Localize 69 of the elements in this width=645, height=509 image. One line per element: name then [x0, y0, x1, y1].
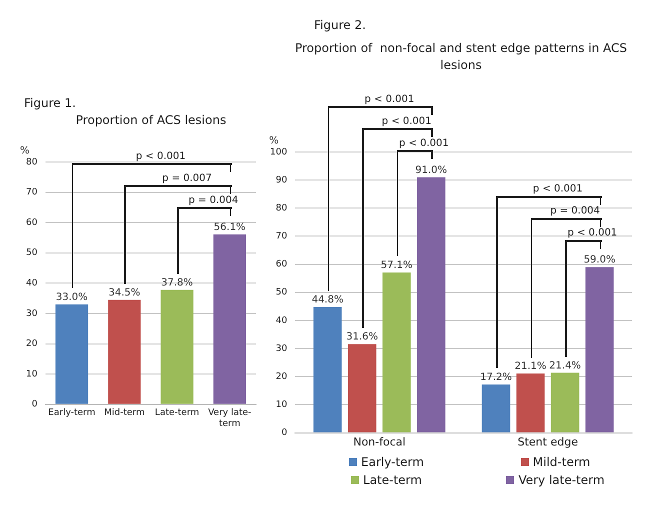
data-label: 44.8%: [312, 294, 344, 306]
bar: [348, 344, 376, 432]
x-tick-label: Very late-term: [208, 408, 252, 429]
data-label: 21.1%: [514, 361, 546, 372]
y-tick-label: 90: [276, 175, 288, 186]
data-label: 56.1%: [214, 222, 246, 234]
y-tick-label: 70: [276, 232, 288, 242]
bar: [160, 290, 194, 404]
bar: [585, 267, 614, 432]
annotation: p = 0.004: [188, 195, 238, 206]
bar: [313, 307, 342, 432]
y-tick-label: 60: [26, 218, 38, 228]
legend-label: Very late-term: [518, 473, 605, 487]
data-label: 91.0%: [415, 164, 448, 176]
y-tick-label: 80: [26, 157, 38, 168]
legend-label: Early-term: [361, 455, 424, 469]
annotation: p = 0.007: [162, 173, 212, 184]
data-label: 37.8%: [161, 277, 193, 288]
text: p < 0.001: [382, 116, 432, 127]
y-tick-label: 30: [276, 344, 288, 354]
bar: [417, 177, 446, 432]
y-tick-label: 80: [276, 204, 288, 214]
y-tick-label: 10: [26, 369, 38, 380]
y-tick-label: 40: [26, 278, 38, 289]
y-tick-label: 50: [276, 288, 288, 298]
y-tick-label: 60: [276, 260, 288, 270]
data-label: 21.4%: [549, 360, 581, 372]
legend-label: Mild-term: [532, 455, 590, 469]
data-label: 17.2%: [480, 372, 512, 384]
bar: [516, 374, 545, 432]
x-tick-label: Non-focal: [353, 435, 406, 448]
annotation: p = 0.004: [550, 206, 600, 217]
text: p < 0.001: [399, 138, 449, 149]
y-tick-label: 0: [32, 400, 38, 410]
legend-label: Late-term: [363, 473, 422, 487]
y-axis-title: %: [20, 146, 30, 157]
data-label: 31.6%: [346, 332, 378, 343]
bar: [55, 304, 88, 404]
bar: [550, 372, 580, 432]
caption: Figure 2.: [314, 18, 366, 32]
y-tick-label: 100: [270, 147, 288, 158]
data-label: 34.5%: [108, 287, 140, 298]
bar: [213, 234, 246, 404]
data-label: 57.1%: [380, 260, 413, 272]
data-label: 59.0%: [584, 254, 616, 266]
x-tick-label: Stent edge: [518, 435, 578, 448]
y-tick-label: 20: [26, 339, 38, 350]
chart-title: Proportion of ACS lesions: [74, 112, 228, 129]
y-tick-label: 10: [276, 400, 288, 410]
bar: [382, 272, 411, 432]
x-tick-label: Mid-term: [104, 408, 145, 418]
annotation: p < 0.001: [567, 228, 618, 239]
chart-title: Proportion of non-focal and stent edge patterns in ACS lesions: [294, 40, 628, 74]
y-tick-label: 20: [276, 372, 288, 382]
text: p < 0.001: [364, 94, 414, 105]
y-tick-label: 30: [26, 308, 38, 319]
data-label: 33.0%: [56, 292, 88, 304]
bar: [108, 300, 141, 404]
bar: [482, 384, 510, 432]
annotation: p < 0.001: [532, 184, 583, 195]
x-tick-label: Late-term: [154, 408, 200, 418]
y-tick-label: 70: [26, 188, 38, 198]
x-tick-label: Early-term: [48, 408, 96, 418]
y-axis-title: %: [269, 136, 279, 147]
y-tick-label: 50: [26, 248, 38, 258]
caption: Figure 1.: [24, 96, 76, 110]
y-tick-label: 0: [281, 428, 288, 438]
text: p < 0.001: [136, 151, 186, 162]
y-tick-label: 40: [276, 316, 288, 326]
